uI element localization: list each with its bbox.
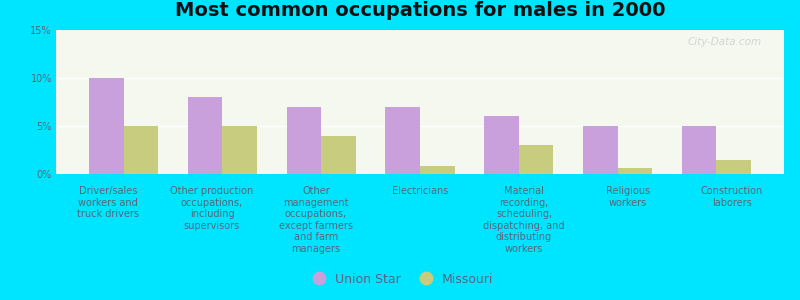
Bar [222,126,257,174]
Text: Other production
occupations,
including
supervisors: Other production occupations, including … [170,186,254,231]
Text: Electricians: Electricians [392,186,448,196]
Text: City-Data.com: City-Data.com [688,37,762,47]
Text: Material
recording,
scheduling,
dispatching, and
distributing
workers: Material recording, scheduling, dispatch… [483,186,565,254]
Bar [89,78,124,174]
Bar [124,126,158,174]
Bar [386,107,420,174]
Text: Driver/sales
workers and
truck drivers: Driver/sales workers and truck drivers [77,186,139,219]
Legend: Union Star, Missouri: Union Star, Missouri [302,268,498,291]
Bar [286,107,322,174]
Bar [518,145,554,174]
Bar [682,126,716,174]
Bar [716,160,751,174]
Bar [583,126,618,174]
Title: Most common occupations for males in 2000: Most common occupations for males in 200… [174,1,666,20]
Text: Construction
laborers: Construction laborers [701,186,763,208]
Bar [322,136,356,174]
Text: Religious
workers: Religious workers [606,186,650,208]
Bar [484,116,518,174]
Bar [618,168,652,174]
Bar [188,97,222,174]
Bar [420,166,454,174]
Text: Other
management
occupations,
except farmers
and farm
managers: Other management occupations, except far… [279,186,353,254]
